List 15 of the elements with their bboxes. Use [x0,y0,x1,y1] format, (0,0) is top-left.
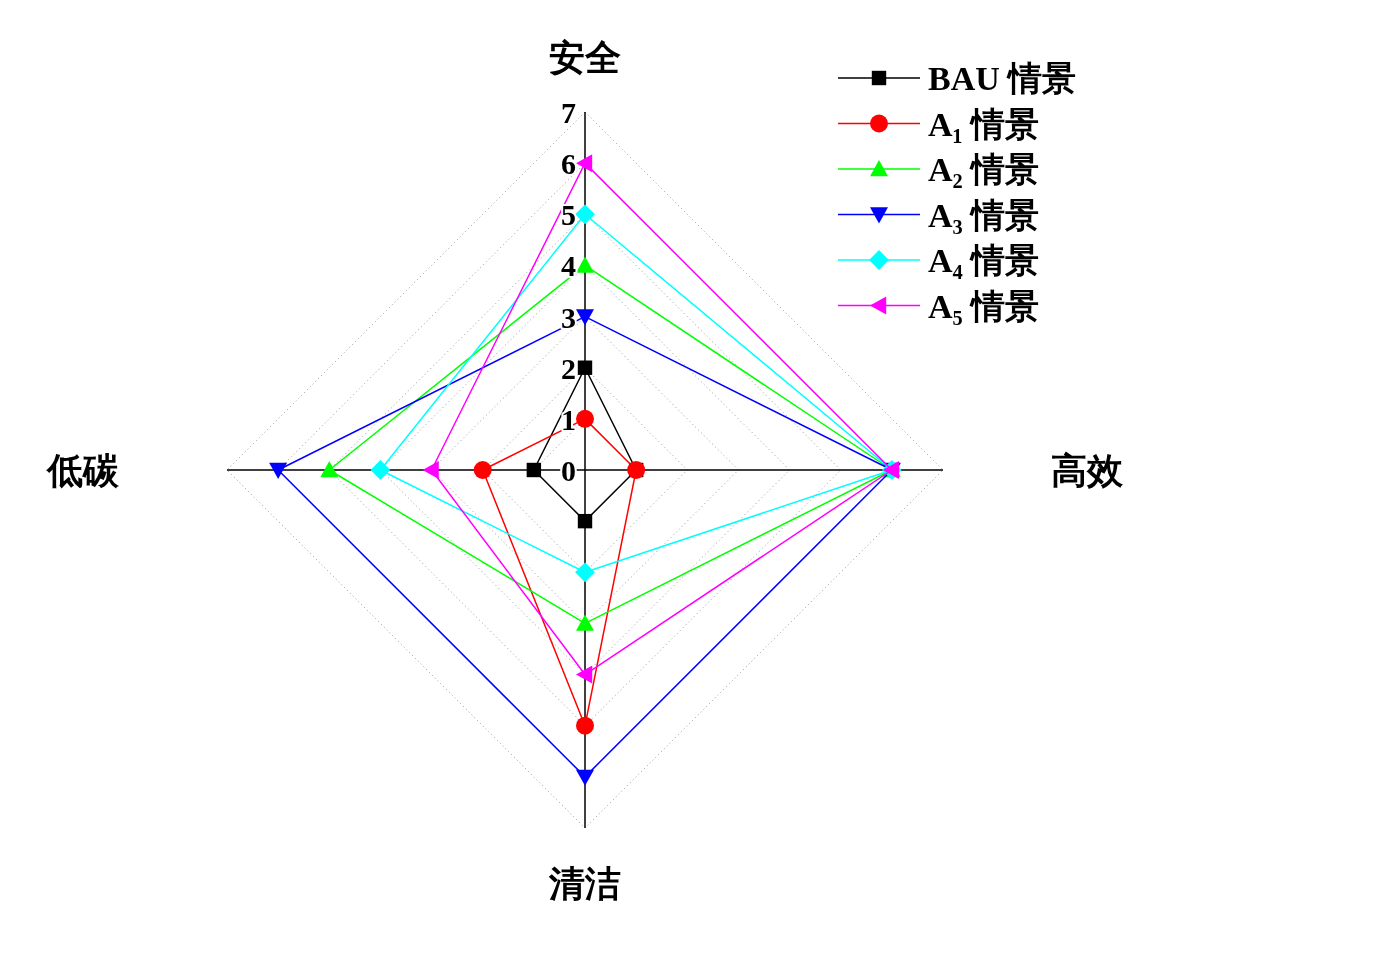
legend-label: BAU 情景 [928,60,1077,97]
legend-label: A₄ 情景 [928,242,1040,279]
spoke-label: 清洁 [548,864,621,904]
spoke-label: 低碳 [45,451,121,491]
spoke-label: 高效 [1050,451,1124,491]
spoke-label: 安全 [549,38,621,78]
legend-label: A₂ 情景 [928,151,1040,188]
y-tick-label: 6 [561,147,576,181]
legend-label: A₅ 情景 [928,287,1040,325]
legend-label: A₁ 情景 [928,105,1040,143]
y-tick-label: 4 [561,249,576,283]
y-tick-label: 2 [561,351,576,385]
y-tick-label: 7 [561,96,576,129]
y-tick-label: 5 [561,198,576,232]
legend-label: A₃ 情景 [928,196,1040,234]
